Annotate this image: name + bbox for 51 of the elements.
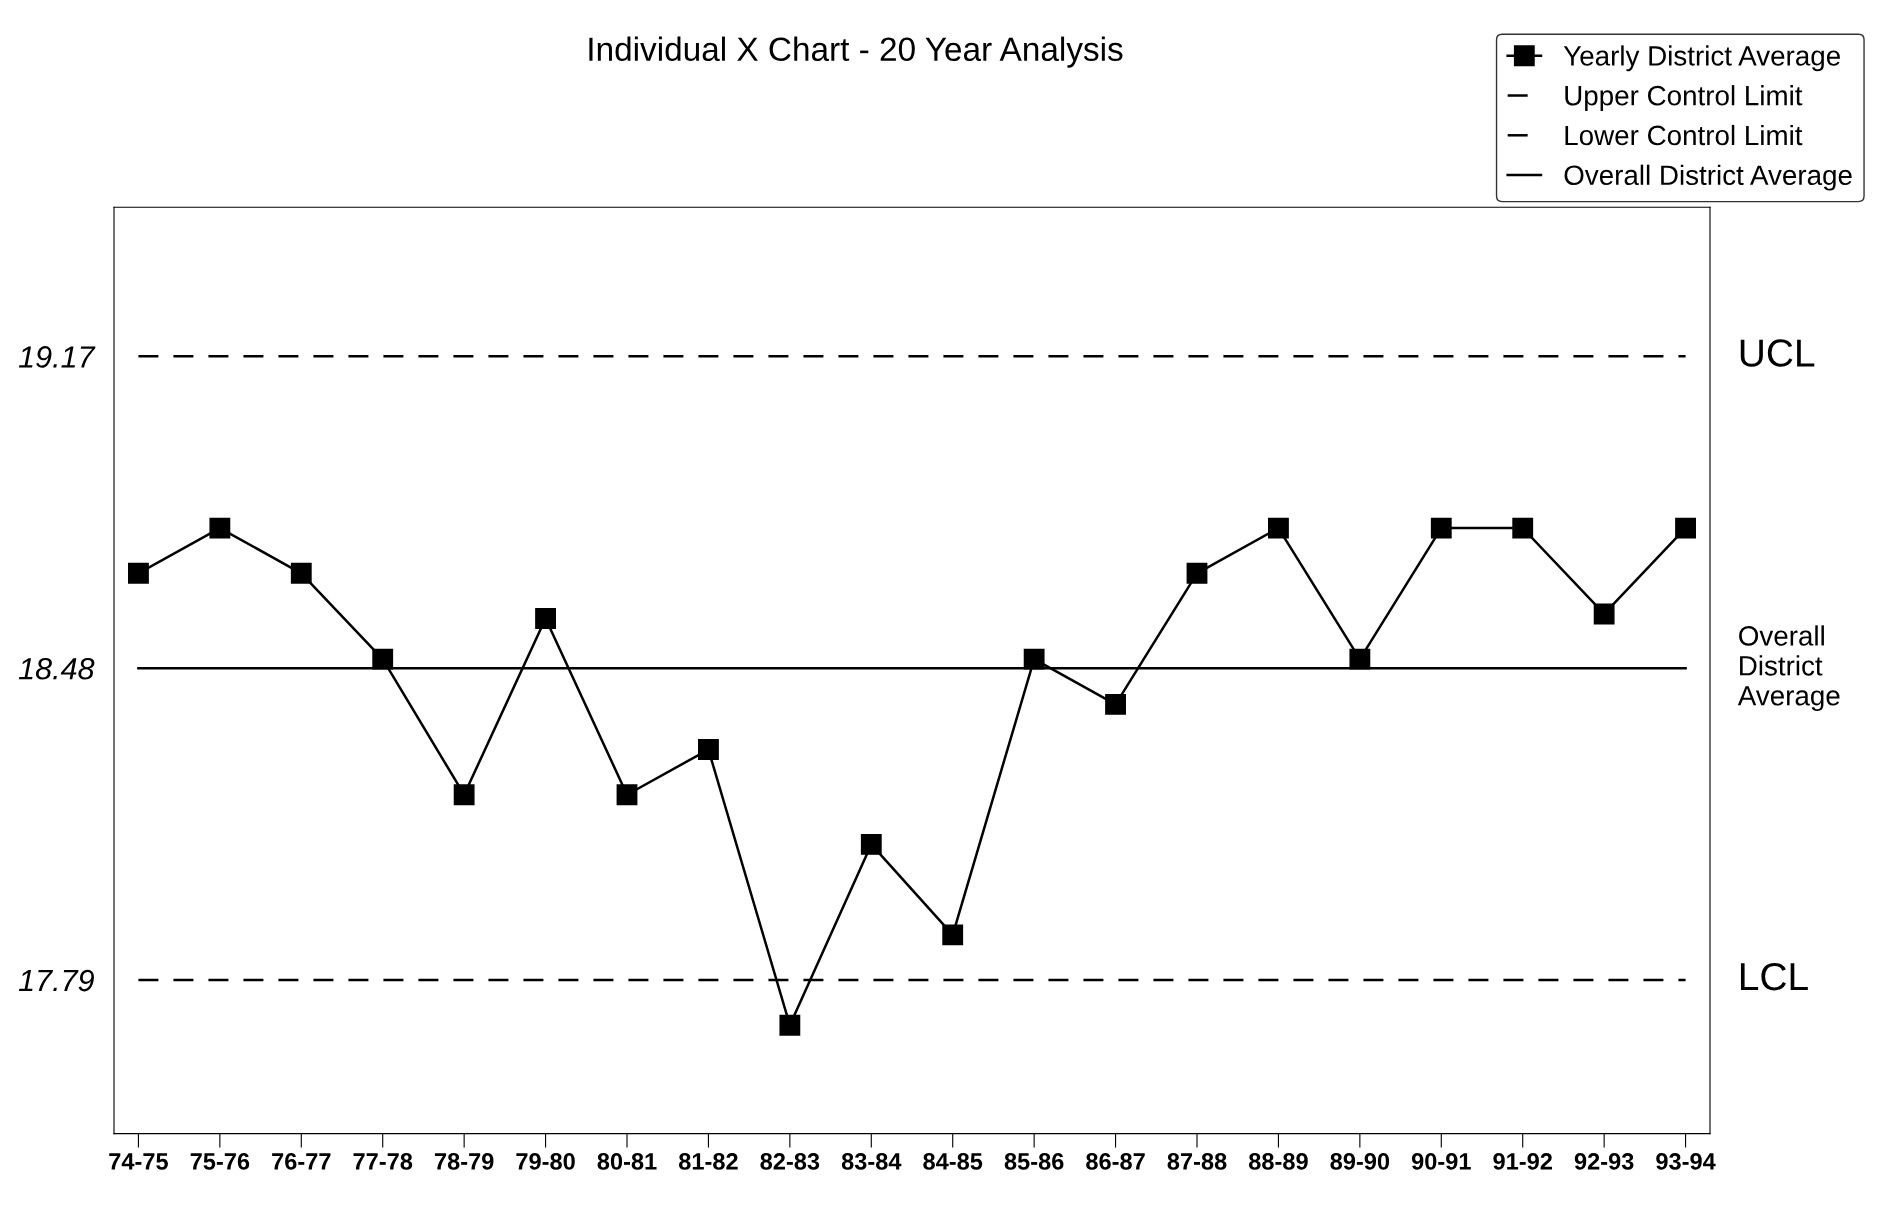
x-tick-label: 81-82 — [678, 1153, 738, 1170]
point — [698, 739, 719, 760]
point — [779, 1014, 801, 1036]
x-tick-label: 92-93 — [1574, 1153, 1634, 1170]
x-tick-label: 82-83 — [760, 1153, 820, 1170]
x-tick-label: 85-86 — [1004, 1153, 1064, 1170]
x-tick-label: 93-94 — [1656, 1153, 1716, 1170]
point — [860, 834, 882, 855]
x-tick-label: 88-89 — [1248, 1153, 1308, 1170]
point — [1023, 648, 1045, 670]
text: Overall District Average — [1737, 625, 1840, 712]
x-tick-label: 83-84 — [841, 1153, 902, 1170]
text: LCL — [1740, 962, 1808, 991]
x-tick-label: 75-76 — [190, 1153, 250, 1170]
x-tick-label: 87-88 — [1167, 1153, 1227, 1170]
y-tick-label: 18.48 — [18, 657, 95, 680]
point — [1105, 693, 1126, 715]
legend-label: Overall District Average — [1564, 164, 1852, 191]
x-tick-label: 76-77 — [272, 1153, 331, 1170]
point — [1186, 562, 1208, 584]
point — [1268, 517, 1289, 539]
point — [535, 608, 556, 629]
legend-label: Lower Control Limit — [1565, 124, 1803, 146]
legend-label: Yearly District Average — [1563, 45, 1840, 72]
point — [372, 648, 394, 670]
x-tick-label: 86-87 — [1086, 1153, 1145, 1170]
x-tick-label: 91-92 — [1493, 1153, 1552, 1170]
legend-label: Upper Control Limit — [1565, 85, 1803, 111]
point — [616, 784, 638, 806]
x-tick-label: 84-85 — [923, 1153, 983, 1170]
x-tick-label: 78-79 — [434, 1153, 494, 1170]
point — [942, 924, 964, 946]
x-tick-label: 77-78 — [353, 1153, 413, 1170]
point — [128, 562, 149, 584]
point — [1593, 603, 1615, 625]
point — [290, 562, 312, 584]
point — [1512, 517, 1534, 539]
x-tick-label: 74-75 — [109, 1153, 168, 1170]
x-tick-label: 79-80 — [516, 1153, 575, 1170]
text: UCL — [1740, 339, 1815, 367]
x-tick-label: 89-90 — [1330, 1153, 1390, 1170]
point — [453, 784, 475, 806]
x-tick-label: 80-81 — [597, 1153, 657, 1170]
point — [1430, 517, 1452, 539]
point — [209, 517, 231, 539]
y-tick-label: 17.79 — [18, 969, 94, 992]
y-tick-label: 19.17 — [18, 346, 96, 368]
chart-title: Individual X Chart - 20 Year Analysis — [589, 36, 1123, 68]
x-tick-label: 90-91 — [1411, 1153, 1471, 1170]
point — [1349, 648, 1371, 670]
point — [1675, 517, 1696, 539]
